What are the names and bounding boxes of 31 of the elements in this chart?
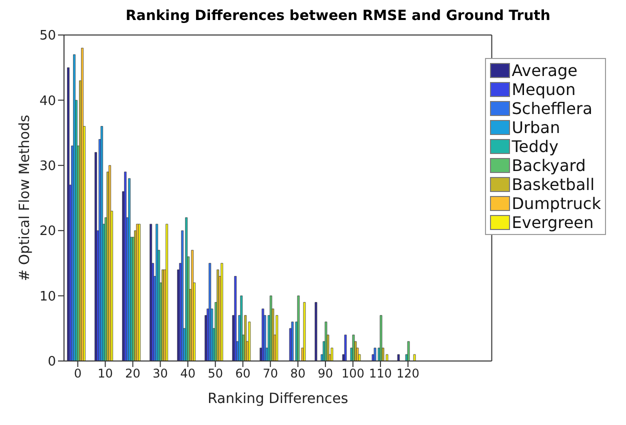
x-tick-label: 110 [369, 366, 392, 381]
x-tick-label: 50 [208, 366, 223, 381]
x-tick-label: 70 [262, 366, 278, 381]
x-tick-label: 20 [125, 366, 140, 381]
legend-label: Teddy [512, 137, 558, 156]
y-tick-label: 30 [39, 159, 56, 174]
y-tick-label: 10 [39, 289, 56, 304]
y-tick-label: 40 [39, 94, 56, 109]
legend-label: Basketball [512, 175, 595, 194]
legend-label: Schefflera [512, 99, 592, 118]
legend-label: Dumptruck [512, 194, 601, 213]
x-axis-title: Ranking Differences [208, 390, 348, 407]
legend-label: Evergreen [512, 213, 594, 232]
legend-label: Backyard [512, 156, 586, 175]
x-tick-label: 30 [152, 366, 168, 381]
y-axis-title: # Optical Flow Methods [16, 114, 33, 282]
x-tick-label: 0 [74, 366, 82, 381]
legend-label: Mequon [512, 80, 576, 99]
y-tick-label: 50 [39, 28, 56, 44]
legend-label: Average [512, 61, 578, 80]
x-tick-label: 80 [290, 366, 306, 381]
x-tick-label: 60 [235, 366, 251, 381]
x-tick-label: 100 [341, 366, 364, 381]
y-tick-label: 20 [39, 224, 56, 240]
x-tick-label: 90 [318, 366, 334, 381]
legend-label: Urban [512, 118, 560, 137]
x-tick-label: 120 [396, 366, 420, 381]
x-tick-label: 40 [180, 366, 196, 381]
chart-title: Ranking Differences between RMSE and Ground Truth [124, 8, 552, 26]
y-tick-label: 0 [48, 354, 56, 370]
x-tick-label: 10 [98, 366, 113, 381]
